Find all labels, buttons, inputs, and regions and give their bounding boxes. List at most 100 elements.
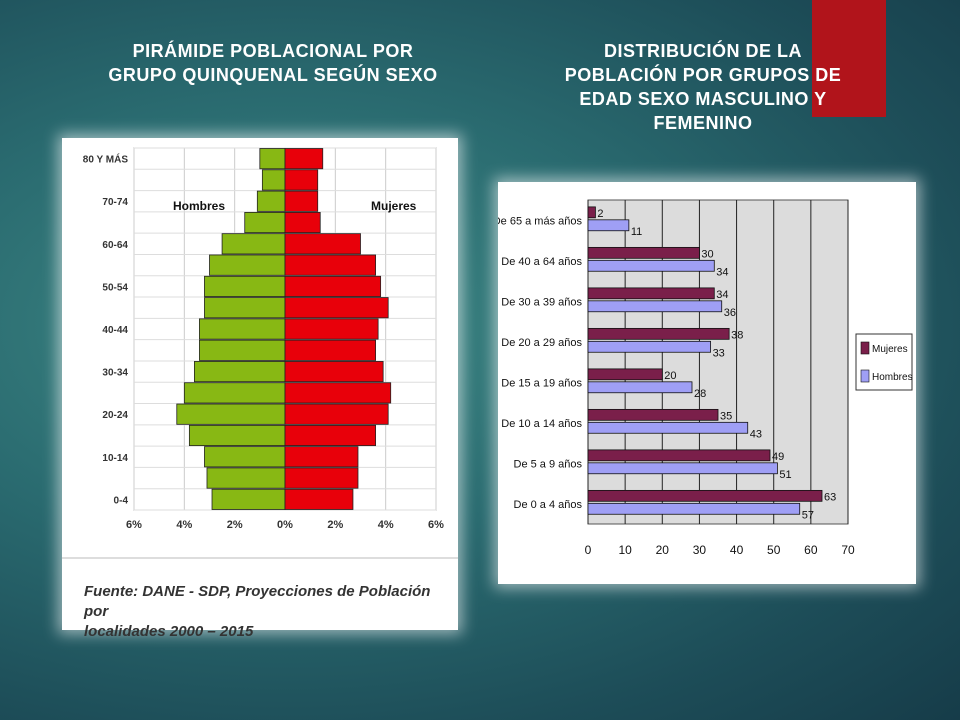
bar-mujeres (284, 488, 354, 510)
data-label-mujeres: 30 (701, 248, 713, 260)
data-label-mujeres: 38 (731, 329, 743, 341)
bar-hombres (211, 488, 286, 510)
bar-mujeres (284, 403, 389, 425)
y-tick-label: De 10 a 14 años (501, 418, 582, 430)
bar-hombres (261, 169, 286, 191)
data-label-hombres: 28 (694, 388, 706, 400)
legend-label-hombres: Hombres (872, 372, 913, 383)
bar-mujeres (284, 467, 359, 489)
bar-mujeres (284, 275, 382, 297)
bar-hombres (587, 462, 778, 475)
x-tick-label: 6% (428, 519, 444, 531)
x-tick-label: 6% (126, 519, 142, 531)
pyramid-title: PIRÁMIDE POBLACIONAL POR GRUPO QUINQUENA… (78, 39, 468, 87)
bar-hombres (193, 361, 286, 383)
data-label-hombres: 33 (713, 347, 725, 359)
source-note-line: localidades 2000 – 2015 (84, 623, 254, 640)
bar-mujeres (587, 287, 715, 300)
bar-hombres (259, 148, 286, 170)
source-note-line: Fuente: DANE - SDP, Proyecciones de Pobl… (84, 583, 431, 620)
bar-mujeres (284, 339, 376, 361)
bar-mujeres (587, 206, 596, 219)
data-label-hombres: 36 (724, 307, 736, 319)
y-tick-label: 40-44 (102, 325, 128, 336)
bar-hombres (204, 446, 286, 468)
pyramid-title-line: GRUPO QUINQUENAL SEGÚN SEXO (108, 65, 438, 85)
bar-hombres (244, 211, 286, 234)
x-tick-label: 50 (767, 543, 781, 557)
bar-mujeres (284, 446, 359, 468)
y-tick-label: De 65 a más años (498, 215, 582, 227)
distribution-title-line: EDAD SEXO MASCULINO Y (579, 89, 827, 109)
y-tick-label: 70-74 (102, 197, 128, 208)
bar-hombres (587, 259, 715, 272)
legend-swatch-hombres (860, 369, 870, 383)
data-label-mujeres: 2 (597, 208, 603, 220)
x-tick-label: 10 (618, 543, 632, 557)
data-label-hombres: 11 (631, 226, 642, 238)
bar-mujeres (587, 489, 823, 502)
bar-hombres (199, 318, 286, 340)
bar-mujeres (587, 408, 719, 421)
y-tick-label: 80 Y MÁS (83, 153, 129, 166)
x-tick-label: 2% (227, 519, 243, 531)
bar-mujeres (587, 246, 700, 259)
distribution-title: DISTRIBUCIÓN DE LA POBLACIÓN POR GRUPOS … (548, 39, 858, 135)
distribution-title-line: POBLACIÓN POR GRUPOS DE (564, 65, 842, 85)
x-tick-label: 4% (378, 519, 394, 531)
bar-mujeres (284, 361, 384, 383)
age-distribution-chart: 0 10 20 30 40 50 60 70 63 57 De 0 a 4 años 49 51 De 5… (493, 199, 913, 557)
pyramid-title-line: PIRÁMIDE POBLACIONAL POR (132, 41, 414, 61)
y-tick-label: De 40 a 64 años (501, 256, 582, 268)
x-tick-label: 0 (585, 543, 592, 557)
bar-mujeres (284, 424, 376, 447)
bar-mujeres (284, 254, 376, 276)
bar-mujeres (284, 190, 319, 212)
bar-hombres (587, 381, 693, 394)
y-tick-label: De 0 a 4 años (514, 499, 583, 511)
data-label-mujeres: 34 (716, 289, 728, 301)
bar-hombres (204, 275, 286, 297)
legend-swatch-mujeres (860, 341, 870, 355)
y-tick-label: De 15 a 19 años (501, 377, 582, 389)
y-tick-label: 30-34 (102, 368, 128, 379)
accent-bar (812, 0, 886, 117)
data-label-hombres: 34 (716, 266, 728, 278)
bar-mujeres (284, 148, 324, 170)
y-tick-label: 0-4 (114, 495, 129, 506)
legend-label-mujeres: Mujeres (872, 344, 908, 355)
bar-mujeres (587, 327, 730, 340)
bar-hombres (209, 254, 286, 276)
bar-hombres (587, 219, 630, 232)
bar-hombres (183, 382, 286, 404)
y-tick-label: 10-14 (102, 453, 128, 464)
data-label-hombres: 57 (802, 509, 814, 521)
x-tick-label: 40 (730, 543, 744, 557)
distribution-title-line: DISTRIBUCIÓN DE LA (604, 41, 802, 61)
legend-label-mujeres: Mujeres (371, 199, 417, 213)
bar-hombres (199, 339, 286, 361)
bar-hombres (221, 233, 286, 255)
data-label-mujeres: 63 (824, 491, 836, 503)
bar-mujeres (284, 211, 321, 234)
data-label-mujeres: 35 (720, 410, 732, 422)
bar-hombres (587, 340, 711, 353)
bar-mujeres (284, 169, 319, 191)
bar-mujeres (284, 318, 379, 340)
pyramid-panel: 6% 4% 2% 0% 2% 4% 6% 0-4 10-14 20-24 30-34 40-44 50-… (62, 138, 458, 640)
data-label-mujeres: 49 (772, 451, 784, 463)
x-tick-label: 2% (327, 519, 343, 531)
bar-mujeres (587, 449, 771, 462)
y-tick-label: De 30 a 39 años (501, 296, 582, 308)
bar-hombres (587, 502, 801, 515)
data-label-hombres: 51 (779, 469, 791, 481)
data-label-mujeres: 20 (664, 370, 676, 382)
x-tick-label: 20 (656, 543, 670, 557)
bar-hombres (256, 190, 286, 212)
y-tick-label: De 5 a 9 años (514, 458, 583, 470)
bar-hombres (587, 300, 723, 313)
population-pyramid-chart: 6% 4% 2% 0% 2% 4% 6% 0-4 10-14 20-24 30-34 40-44 50-… (62, 147, 458, 559)
y-tick-label: De 20 a 29 años (501, 337, 582, 349)
x-tick-label: 60 (804, 543, 818, 557)
data-label-hombres: 43 (750, 428, 762, 440)
